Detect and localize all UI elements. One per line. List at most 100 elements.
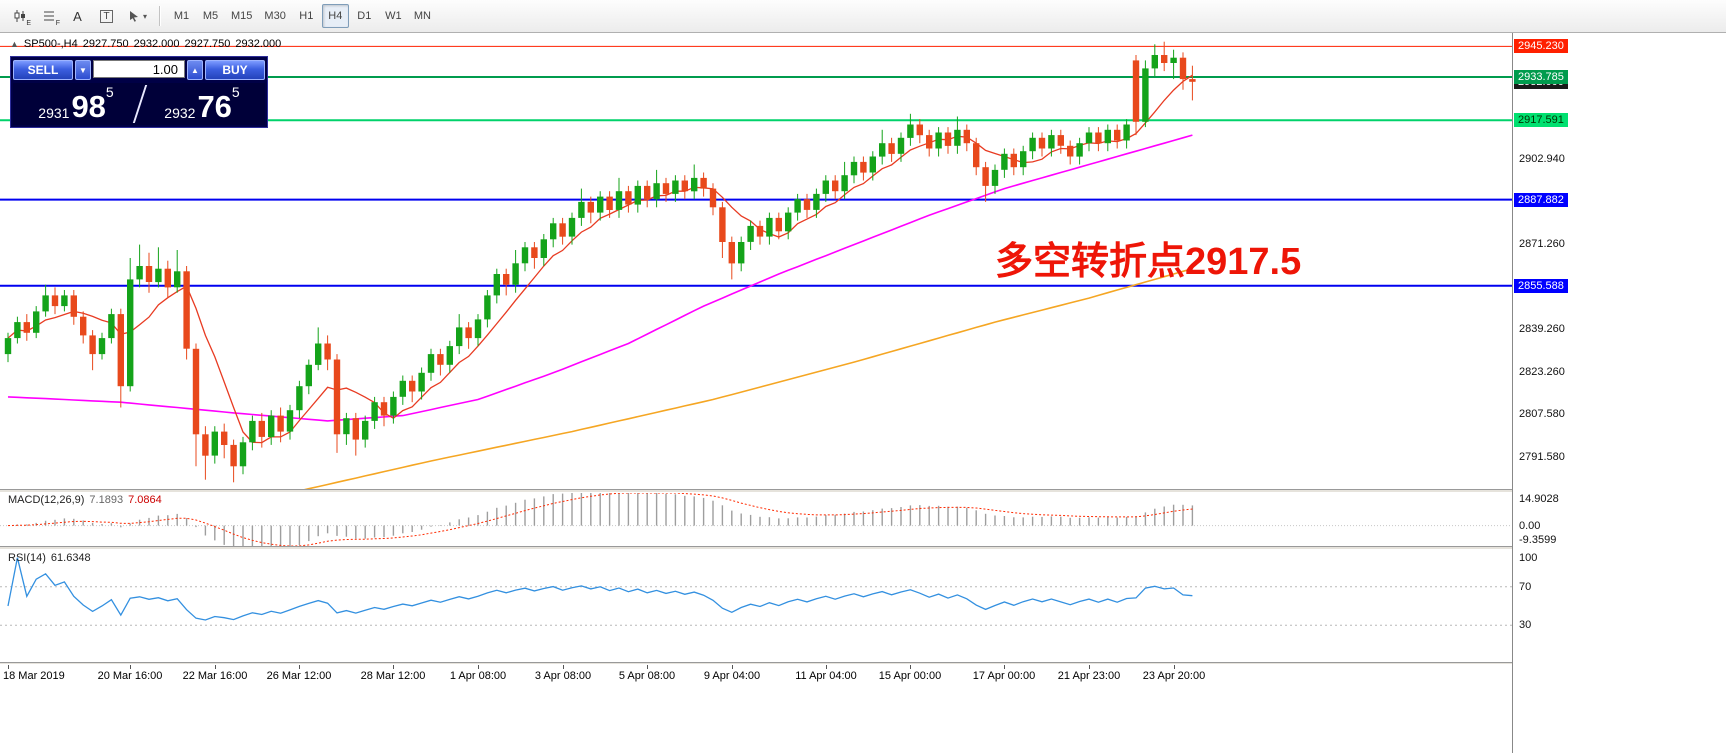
rsi-name: RSI(14) [8, 552, 46, 564]
macd-panel[interactable] [0, 492, 1512, 547]
time-label: 11 Apr 04:00 [795, 670, 857, 682]
time-tick [393, 665, 394, 669]
time-label: 5 Apr 08:00 [618, 670, 676, 682]
macd-name: MACD(12,26,9) [8, 494, 85, 506]
panel-separator[interactable] [0, 546, 1726, 550]
rsi-value: 61.6348 [50, 552, 91, 564]
macd-value-signal: 7.0864 [128, 494, 162, 506]
time-tick [1004, 665, 1005, 669]
buy-price[interactable]: 2932 76 5 [139, 83, 265, 125]
time-label: 23 Apr 20:00 [1142, 670, 1206, 682]
price-scale-tick: 2807.580 [1519, 408, 1565, 420]
timeframe-d1[interactable]: D1 [357, 10, 372, 22]
price-line-label: 2945.230 [1514, 39, 1568, 53]
macd-scale-tick: 0.00 [1519, 520, 1541, 532]
time-tick [826, 665, 827, 669]
volume-decrease-button[interactable]: ▼ [75, 60, 91, 80]
volume-input[interactable] [93, 60, 185, 78]
timeframe-h4[interactable]: H4 [321, 4, 349, 28]
time-tick [1174, 665, 1175, 669]
rsi-label: RSI(14) 61.6348 [8, 552, 91, 564]
timeframe-m5[interactable]: M5 [202, 10, 219, 22]
sell-button[interactable]: SELL [13, 60, 73, 80]
volume-increase-button[interactable]: ▲ [187, 60, 203, 80]
time-tick [647, 665, 648, 669]
panel-separator[interactable] [0, 489, 1726, 493]
buy-button[interactable]: BUY [205, 60, 265, 80]
time-tick [215, 665, 216, 669]
line-list-style-tool-button[interactable]: F [35, 4, 62, 28]
list-lines-icon [43, 11, 54, 21]
chart-low: 2927.750 [184, 38, 231, 50]
price-line-label: 2887.882 [1514, 193, 1568, 207]
chart-close: 2932.000 [235, 38, 282, 50]
buy-price-pips: 76 [197, 89, 232, 124]
chart-high: 2932.000 [133, 38, 180, 50]
timeframe-m1[interactable]: M1 [173, 10, 190, 22]
price-line-label: 2917.591 [1514, 113, 1568, 127]
sell-price-prefix: 2931 [38, 105, 70, 121]
buy-price-prefix: 2932 [164, 105, 196, 121]
price-scale-tick: 2902.940 [1519, 153, 1565, 165]
sell-price[interactable]: 2931 98 5 [13, 83, 139, 125]
candlestick-style-tool-button[interactable]: E [6, 4, 33, 28]
price-line-label: 2855.588 [1514, 279, 1568, 293]
rsi-scale-tick: 100 [1519, 552, 1538, 564]
sell-price-pips: 98 [71, 89, 106, 124]
timeframe-h1[interactable]: H1 [299, 10, 314, 22]
macd-value-main: 7.1893 [89, 494, 124, 506]
textframe-tool-button[interactable]: T [93, 4, 120, 28]
timeframe-group: M1 M5 M15 M30 H1 H4 D1 W1 MN [168, 4, 436, 28]
panel-separator[interactable] [0, 662, 1726, 665]
caret-down-icon: ▼ [79, 65, 87, 75]
toolbar-separator [159, 6, 162, 26]
price-scale-tick: 2839.260 [1519, 323, 1565, 335]
price-scale[interactable]: 2902.940 2871.260 2839.260 2823.260 2807.580… [1512, 33, 1726, 753]
time-tick [732, 665, 733, 669]
caret-up-icon: ▲ [191, 65, 199, 75]
pointer-tool-button[interactable]: ▾ [122, 4, 152, 28]
time-label: 18 Mar 2019 [3, 670, 65, 682]
rsi-svg [0, 557, 1512, 626]
price-scale-tick: 2791.580 [1519, 451, 1565, 463]
time-tick [910, 665, 911, 669]
time-tick [130, 665, 131, 669]
timeframe-m30[interactable]: M30 [264, 10, 286, 22]
one-click-trading-panel: SELL ▼ ▲ BUY 2931 98 5 2932 76 5 [10, 56, 268, 128]
timeframe-mn[interactable]: MN [413, 10, 431, 22]
rsi-panel[interactable] [0, 550, 1512, 662]
price-scale-tick: 2871.260 [1519, 238, 1565, 250]
rsi-scale-tick: 70 [1519, 581, 1532, 593]
textframe-tool-icon: T [100, 9, 113, 23]
macd-scale-tick: 14.9028 [1519, 493, 1559, 505]
time-tick [478, 665, 479, 669]
symbol-arrow-icon: ▲ [10, 39, 19, 49]
trade-panel-prices: 2931 98 5 2932 76 5 [13, 83, 265, 125]
time-tick [563, 665, 564, 669]
rsi-scale-tick: 30 [1519, 619, 1532, 631]
buy-price-frac: 5 [231, 84, 240, 100]
macd-svg [0, 492, 1512, 547]
caret-down-icon: ▾ [143, 11, 148, 21]
price-line-label: 2933.785 [1514, 70, 1568, 84]
time-tick [8, 665, 9, 669]
chart-title: ▲ SP500-,H4 2927.750 2932.000 2927.750 2… [10, 38, 281, 50]
time-label: 1 Apr 08:00 [449, 670, 507, 682]
text-tool-button[interactable]: A [64, 4, 91, 28]
sub-letter: F [55, 20, 60, 27]
sell-price-frac: 5 [105, 84, 114, 100]
timeframe-w1[interactable]: W1 [385, 10, 402, 22]
sub-letter: E [26, 20, 31, 27]
timeframe-m15[interactable]: M15 [231, 10, 253, 22]
drawing-tools-group: E F A T ▾ [6, 4, 152, 28]
time-label: 26 Mar 12:00 [266, 670, 332, 682]
time-label: 28 Mar 12:00 [360, 670, 426, 682]
time-label: 17 Apr 00:00 [972, 670, 1036, 682]
time-label: 3 Apr 08:00 [534, 670, 592, 682]
time-label: 21 Apr 23:00 [1057, 670, 1121, 682]
macd-label: MACD(12,26,9) 7.1893 7.0864 [8, 494, 162, 506]
top-toolbar: E F A T ▾ M1 M5 M15 M30 H1 H4 D1 W1 MN [0, 0, 1726, 33]
time-scale[interactable]: 18 Mar 2019 20 Mar 16:00 22 Mar 16:00 26 Ma… [0, 665, 1512, 753]
time-label: 9 Apr 04:00 [703, 670, 761, 682]
chart-open: 2927.750 [82, 38, 129, 50]
